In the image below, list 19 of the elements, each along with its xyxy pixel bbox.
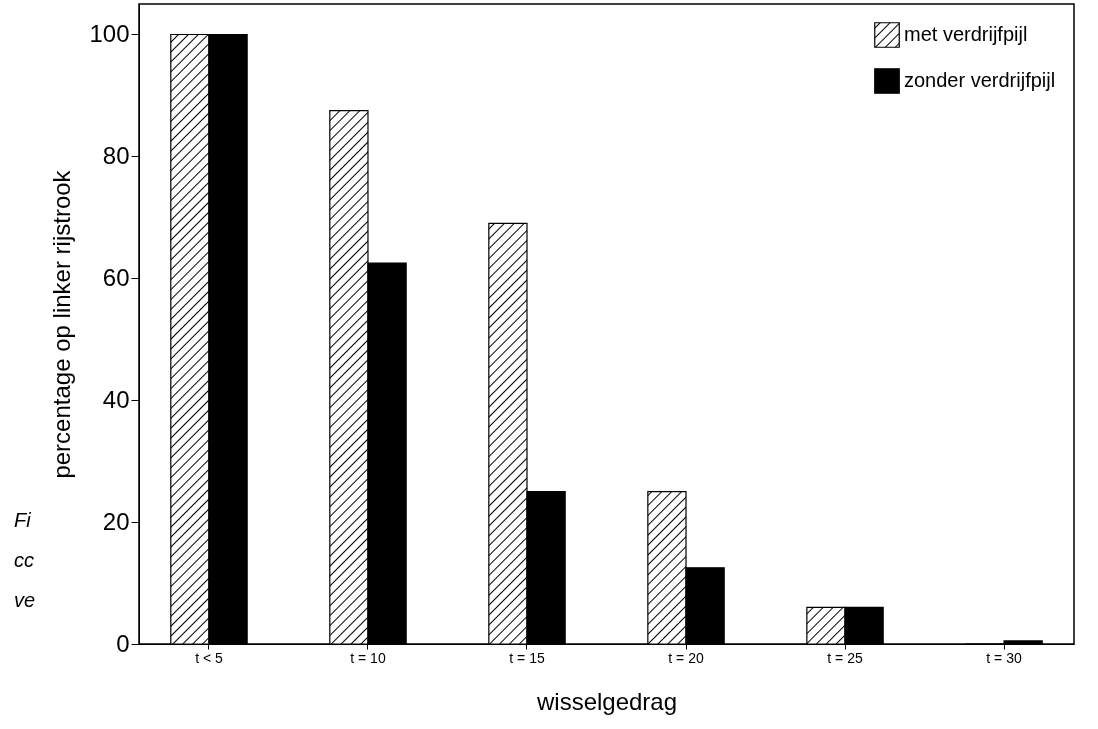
- text: Fi: [14, 508, 32, 533]
- legend-label: zonder verdrijfpijl: [904, 69, 1056, 91]
- x-tick-label: t = 30: [986, 649, 1022, 666]
- text: cc: [14, 548, 35, 573]
- y-tick-label: 60: [102, 263, 130, 291]
- y-axis-title: percentage op linker rijstrook: [48, 169, 76, 479]
- y-tick-label: 80: [102, 141, 130, 169]
- x-tick-label: t = 25: [827, 649, 863, 666]
- y-tick-label: 20: [102, 507, 130, 535]
- text: ve: [14, 588, 37, 613]
- y-tick-label: 100: [89, 19, 130, 47]
- x-tick-label: t < 5: [195, 649, 223, 666]
- x-tick-label: t = 10: [350, 649, 386, 666]
- y-tick-label: 40: [102, 385, 130, 413]
- x-tick-label: t = 15: [509, 649, 545, 666]
- x-axis-title: wisselgedrag: [535, 687, 678, 715]
- y-tick-label: 0: [116, 629, 130, 657]
- legend-label: met verdrijfpijl: [904, 23, 1028, 45]
- x-tick-label: t = 20: [668, 649, 704, 666]
